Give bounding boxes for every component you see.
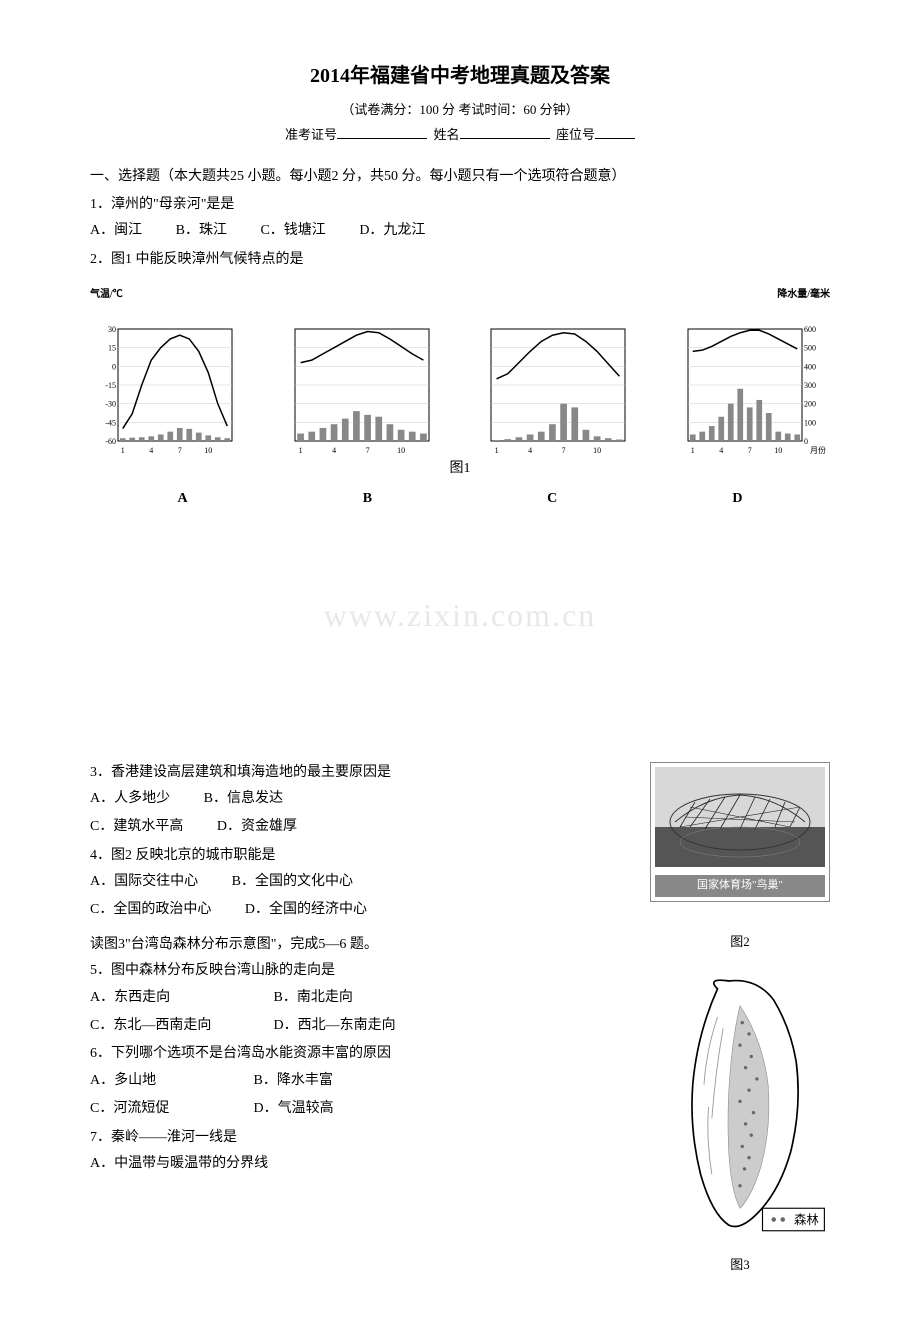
question-5-options: A．东西走向 B．南北走向	[90, 987, 630, 1009]
exam-info: 准考证号 姓名 座位号	[90, 125, 830, 146]
question-6: 6．下列哪个选项不是台湾岛水能资源丰富的原因	[90, 1043, 630, 1065]
svg-text:600: 600	[804, 325, 816, 334]
q3-opt-b: B．信息发达	[204, 788, 283, 810]
svg-text:1: 1	[495, 446, 499, 455]
page-title: 2014年福建省中考地理真题及答案	[90, 60, 830, 92]
svg-text:400: 400	[804, 362, 816, 371]
question-6-options: A．多山地 B．降水丰富	[90, 1070, 630, 1092]
question-7-options: A．中温带与暖温带的分界线	[90, 1153, 630, 1175]
q5-opt-a: A．东西走向	[90, 987, 240, 1009]
svg-text:300: 300	[804, 381, 816, 390]
q4-opt-d: D．全国的经济中心	[245, 899, 367, 921]
svg-text:10: 10	[774, 446, 782, 455]
panel-d-label: D	[732, 488, 742, 510]
birdnest-svg	[655, 767, 825, 867]
q6-opt-c: C．河流短促	[90, 1098, 220, 1120]
q1-opt-d: D．九龙江	[359, 220, 425, 242]
forest-legend: 森林	[794, 1212, 819, 1227]
q5-opt-b: B．南北走向	[274, 987, 353, 1009]
q6-opt-b: B．降水丰富	[254, 1070, 333, 1092]
q1-opt-a: A．闽江	[90, 220, 142, 242]
climate-panel-d: 600 500 400 300 200 100 0 1 4 7 10 月份	[680, 316, 830, 466]
question-4: 4．图2 反映北京的城市职能是	[90, 845, 630, 867]
question-5: 5．图中森林分布反映台湾山脉的走向是	[90, 960, 630, 982]
svg-text:30: 30	[108, 325, 116, 334]
precip-axis-label: 降水量/毫米	[777, 289, 830, 300]
q3-opt-d: D．资金雄厚	[217, 816, 297, 838]
svg-text:-60: -60	[105, 437, 116, 446]
fig3-label: 图3	[650, 1255, 830, 1276]
birdnest-caption: 国家体育场"鸟巢"	[655, 875, 825, 897]
question-4-options: A．国际交往中心 B．全国的文化中心	[90, 871, 630, 893]
climate-panel-a: 30 15 0 -15 -30 -45 -60 1 4 7 10	[90, 316, 240, 466]
question-7: 7．秦岭——淮河一线是	[90, 1127, 630, 1149]
question-6-options-2: C．河流短促 D．气温较高	[90, 1098, 630, 1120]
svg-text:4: 4	[149, 446, 153, 455]
q6-opt-a: A．多山地	[90, 1070, 220, 1092]
panel-a-label: A	[178, 488, 188, 510]
q4-opt-b: B．全国的文化中心	[232, 871, 353, 893]
q4-opt-a: A．国际交往中心	[90, 871, 198, 893]
climate-chart: 气温/℃ 降水量/毫米 30150-15-30-45-6014710147101…	[90, 283, 830, 510]
svg-text:15: 15	[108, 343, 116, 352]
svg-text:10: 10	[204, 446, 212, 455]
q5-opt-c: C．东北—西南走向	[90, 1015, 240, 1037]
temp-axis-label: 气温/℃	[90, 289, 123, 300]
section-header: 一、选择题（本大题共25 小题。每小题2 分，共50 分。每小题只有一个选项符合…	[90, 166, 830, 188]
svg-text:500: 500	[804, 343, 816, 352]
svg-text:10: 10	[593, 446, 601, 455]
climate-panel-c: 1 4 7 10	[483, 316, 633, 466]
exam-id-blank	[337, 125, 427, 139]
svg-text:10: 10	[397, 446, 405, 455]
svg-text:月份: 月份	[810, 445, 826, 455]
panel-c-label: C	[547, 488, 557, 510]
name-label: 姓名	[433, 127, 459, 142]
question-1-options: A．闽江 B．珠江 C．钱塘江 D．九龙江	[90, 220, 830, 242]
question-2: 2．图1 中能反映漳州气候特点的是	[90, 249, 830, 271]
seat-label: 座位号	[556, 127, 595, 142]
q1-opt-c: C．钱塘江	[260, 220, 325, 242]
panel-b-label: B	[363, 488, 372, 510]
svg-text:7: 7	[178, 446, 182, 455]
svg-text:100: 100	[804, 418, 816, 427]
q5-intro: 读图3"台湾岛森林分布示意图"，完成5—6 题。	[90, 934, 630, 956]
svg-text:4: 4	[528, 446, 532, 455]
name-blank	[460, 125, 550, 139]
svg-text:-15: -15	[105, 381, 116, 390]
q3-opt-c: C．建筑水平高	[90, 816, 183, 838]
svg-text:1: 1	[121, 446, 125, 455]
svg-text:-30: -30	[105, 399, 116, 408]
question-3-options: A．人多地少 B．信息发达	[90, 788, 630, 810]
question-5-options-2: C．东北—西南走向 D．西北—东南走向	[90, 1015, 630, 1037]
svg-text:4: 4	[332, 446, 336, 455]
climate-panel-b: 1 4 7 10	[287, 316, 437, 466]
svg-text:7: 7	[748, 446, 752, 455]
q6-opt-d: D．气温较高	[254, 1098, 334, 1120]
question-3: 3．香港建设高层建筑和填海造地的最主要原因是	[90, 762, 630, 784]
svg-text:0: 0	[804, 437, 808, 446]
exam-subtitle: （试卷满分：100 分 考试时间：60 分钟）	[90, 100, 830, 121]
svg-text:4: 4	[719, 446, 723, 455]
svg-text:1: 1	[298, 446, 302, 455]
fig2-label: 图2	[650, 932, 830, 953]
exam-id-label: 准考证号	[285, 127, 337, 142]
svg-text:0: 0	[112, 362, 116, 371]
q1-opt-b: B．珠江	[176, 220, 227, 242]
seat-blank	[595, 125, 635, 139]
svg-text:-45: -45	[105, 418, 116, 427]
question-1: 1．漳州的"母亲河"是是	[90, 194, 830, 216]
watermark: www.zixin.com.cn	[90, 590, 830, 641]
svg-text:200: 200	[804, 399, 816, 408]
q4-opt-c: C．全国的政治中心	[90, 899, 211, 921]
svg-text:7: 7	[562, 446, 566, 455]
svg-text:1: 1	[691, 446, 695, 455]
birdnest-image: 国家体育场"鸟巢"	[650, 762, 830, 902]
q5-opt-d: D．西北—东南走向	[274, 1015, 396, 1037]
question-3-options-2: C．建筑水平高 D．资金雄厚	[90, 816, 630, 838]
svg-text:7: 7	[365, 446, 369, 455]
q7-opt-a: A．中温带与暖温带的分界线	[90, 1153, 268, 1175]
q3-opt-a: A．人多地少	[90, 788, 170, 810]
taiwan-map: 森林 图3	[650, 972, 830, 1275]
question-4-options-2: C．全国的政治中心 D．全国的经济中心	[90, 899, 630, 921]
